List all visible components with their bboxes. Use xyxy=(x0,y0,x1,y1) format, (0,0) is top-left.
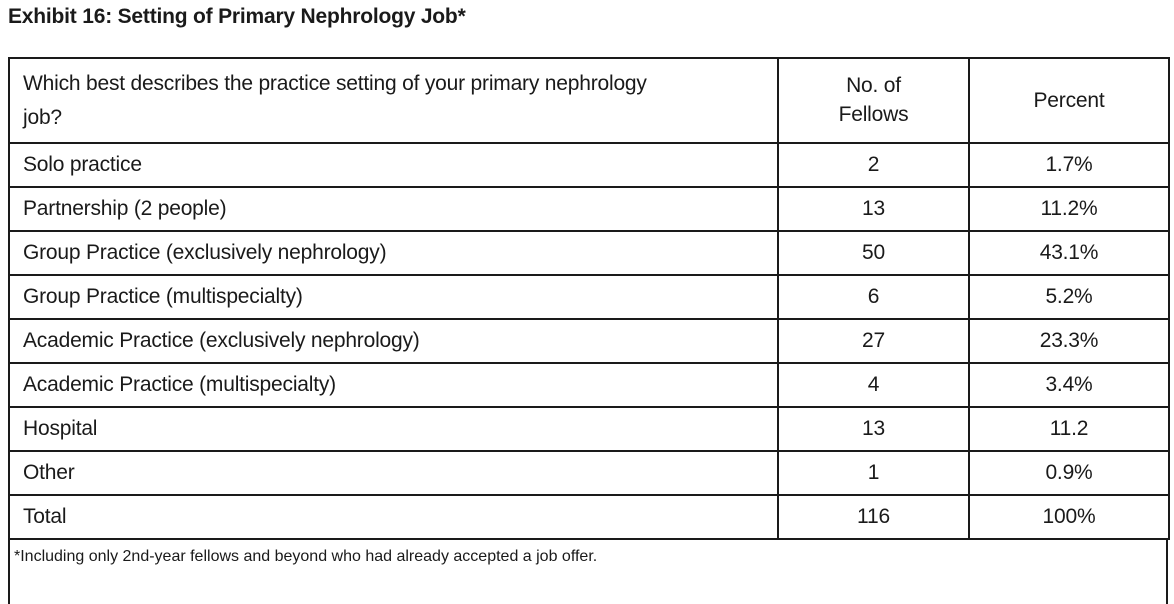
row-label: Group Practice (multispecialty) xyxy=(8,274,779,320)
table-body: Solo practice 2 1.7% Partnership (2 peop… xyxy=(8,142,1170,540)
row-percent-value: 23.3% xyxy=(968,318,1170,364)
row-label: Total xyxy=(8,494,779,540)
table-container: Which best describes the practice settin… xyxy=(8,57,1170,604)
row-percent-value: 1.7% xyxy=(968,142,1170,188)
row-label: Other xyxy=(8,450,779,496)
row-fellows-value: 2 xyxy=(777,142,970,188)
table-row: Solo practice 2 1.7% xyxy=(8,142,1170,188)
row-label: Hospital xyxy=(8,406,779,452)
row-label: Academic Practice (multispecialty) xyxy=(8,362,779,408)
header-fellows-cell: No. of Fellows xyxy=(777,57,970,144)
row-fellows-value: 27 xyxy=(777,318,970,364)
table-row: Total 116 100% xyxy=(8,494,1170,540)
row-label: Academic Practice (exclusively nephrolog… xyxy=(8,318,779,364)
row-percent-value: 5.2% xyxy=(968,274,1170,320)
row-label: Solo practice xyxy=(8,142,779,188)
table-row: Group Practice (exclusively nephrology) … xyxy=(8,230,1170,276)
row-label: Group Practice (exclusively nephrology) xyxy=(8,230,779,276)
footnote: *Including only 2nd-year fellows and bey… xyxy=(8,540,1168,604)
exhibit-title: Exhibit 16: Setting of Primary Nephrolog… xyxy=(8,5,466,28)
row-percent-value: 3.4% xyxy=(968,362,1170,408)
row-fellows-value: 6 xyxy=(777,274,970,320)
table-row: Group Practice (multispecialty) 6 5.2% xyxy=(8,274,1170,320)
row-percent-value: 0.9% xyxy=(968,450,1170,496)
percent-column-header: Percent xyxy=(968,57,1170,144)
question-header-label: Which best describes the practice settin… xyxy=(23,71,647,129)
table-row: Hospital 13 11.2 xyxy=(8,406,1170,452)
row-percent-value: 100% xyxy=(968,494,1170,540)
table-row: Other 1 0.9% xyxy=(8,450,1170,496)
row-fellows-value: 13 xyxy=(777,186,970,232)
row-percent-value: 11.2 xyxy=(968,406,1170,452)
fellows-column-header: No. of Fellows xyxy=(838,74,909,126)
table-row: Academic Practice (exclusively nephrolog… xyxy=(8,318,1170,364)
row-fellows-value: 1 xyxy=(777,450,970,496)
footnote-text: *Including only 2nd-year fellows and bey… xyxy=(14,548,598,565)
row-fellows-value: 50 xyxy=(777,230,970,276)
row-percent-value: 43.1% xyxy=(968,230,1170,276)
table-header-row: Which best describes the practice settin… xyxy=(8,57,1170,144)
practice-setting-table: Which best describes the practice settin… xyxy=(8,57,1170,540)
row-label: Partnership (2 people) xyxy=(8,186,779,232)
header-question-cell: Which best describes the practice settin… xyxy=(8,57,779,144)
table-row: Partnership (2 people) 13 11.2% xyxy=(8,186,1170,232)
table-row: Academic Practice (multispecialty) 4 3.4… xyxy=(8,362,1170,408)
row-fellows-value: 4 xyxy=(777,362,970,408)
row-fellows-value: 13 xyxy=(777,406,970,452)
row-fellows-value: 116 xyxy=(777,494,970,540)
row-percent-value: 11.2% xyxy=(968,186,1170,232)
